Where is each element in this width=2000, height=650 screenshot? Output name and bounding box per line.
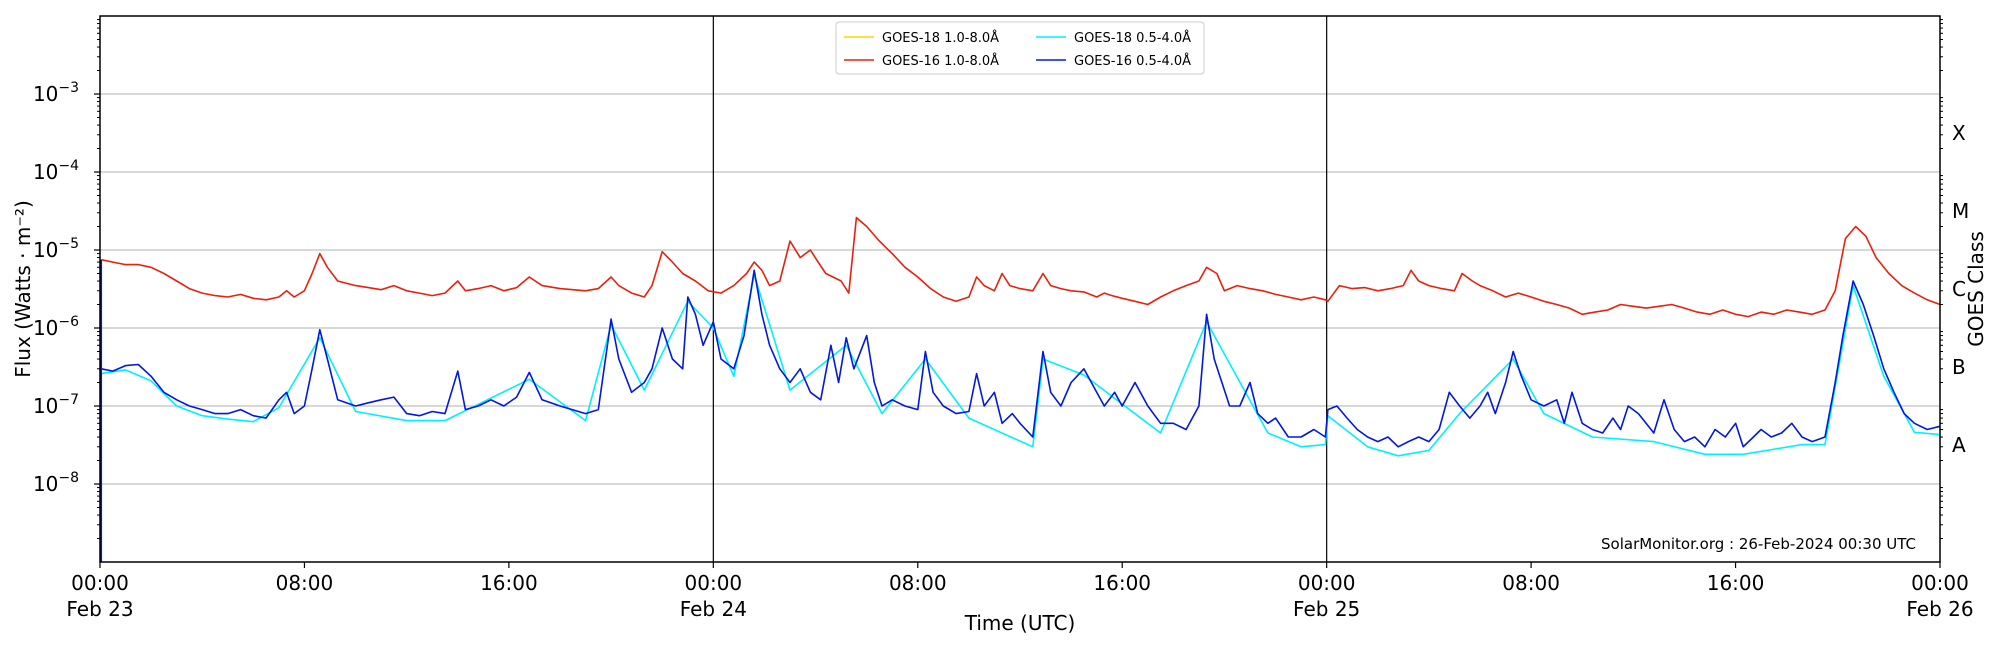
- legend-label-goes16-short: GOES-16 0.5-4.0Å: [1074, 53, 1191, 69]
- series-line-goes-16-1-0-8-0: [101, 216, 1941, 318]
- goes-class-labels: X M C B A: [1952, 121, 1969, 457]
- goes-class-label-a: A: [1952, 433, 1966, 457]
- y-tick-label: 10−8: [33, 470, 79, 496]
- x-tick-date-label: Feb 25: [1293, 597, 1360, 621]
- x-tick-label: 08:00: [889, 571, 947, 595]
- x-axis-title: Time (UTC): [964, 611, 1076, 635]
- x-tick-label: 00:00: [1298, 571, 1356, 595]
- credit-text: SolarMonitor.org : 26-Feb-2024 00:30 UTC: [1601, 535, 1916, 553]
- y-axis-ticks: 10−3 10−4 10−5 10−6 10−7 10−8: [33, 19, 1943, 540]
- y-tick-label: 10−4: [33, 158, 79, 184]
- legend-label-goes16-long: GOES-16 1.0-8.0Å: [882, 53, 999, 69]
- y-tick-label: 10−3: [33, 80, 79, 106]
- x-tick-date-label: Feb 26: [1906, 597, 1973, 621]
- day-boundary-lines: [712, 16, 1328, 562]
- x-tick-label: 00:00: [685, 571, 743, 595]
- x-tick-label: 00:00: [71, 571, 129, 595]
- x-tick-label: 16:00: [1093, 571, 1151, 595]
- series-lines: [100, 216, 1941, 562]
- x-tick-label: 08:00: [276, 571, 334, 595]
- x-tick-date-label: Feb 23: [66, 597, 133, 621]
- x-tick-label: 00:00: [1911, 571, 1969, 595]
- y-axis-title: Flux (Watts · m⁻²): [11, 200, 35, 378]
- plot-frame: [99, 15, 1941, 563]
- y-tick-label: 10−7: [33, 392, 79, 418]
- legend-frame: [835, 21, 1205, 75]
- legend-label-goes18-short: GOES-18 0.5-4.0Å: [1074, 30, 1191, 46]
- x-tick-label: 16:00: [1707, 571, 1765, 595]
- goes-class-label-c: C: [1952, 277, 1966, 301]
- goes-class-label-m: M: [1952, 199, 1969, 223]
- y-tick-label: 10−5: [33, 236, 79, 262]
- legend: GOES-18 1.0-8.0Å GOES-18 0.5-4.0Å GOES-1…: [835, 21, 1205, 75]
- goes-class-label-b: B: [1952, 355, 1966, 379]
- x-tick-date-label: Feb 24: [680, 597, 747, 621]
- x-tick-label: 08:00: [1502, 571, 1560, 595]
- y-tick-label: 10−6: [33, 314, 79, 340]
- series-line-goes-16-0-5-4-0: [101, 269, 1941, 448]
- goes-class-label-x: X: [1952, 121, 1966, 145]
- legend-label-goes18-long: GOES-18 1.0-8.0Å: [882, 30, 999, 46]
- x-tick-label: 16:00: [480, 571, 538, 595]
- gridlines: [100, 93, 1940, 485]
- y2-axis-title: GOES Class: [1964, 231, 1988, 347]
